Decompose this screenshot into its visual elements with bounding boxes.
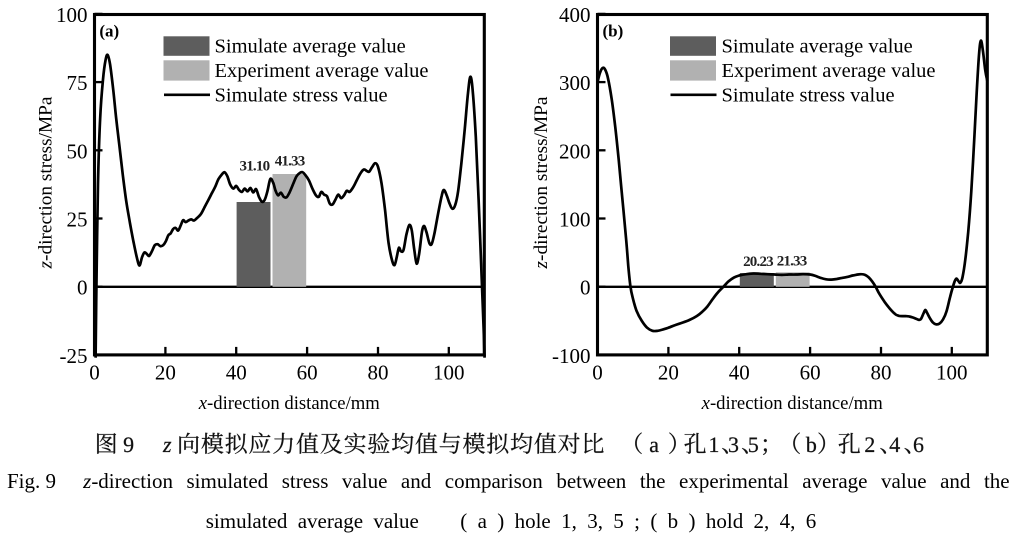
svg-text:100: 100 xyxy=(559,208,591,232)
svg-text:40: 40 xyxy=(729,361,750,385)
svg-text:0: 0 xyxy=(77,276,88,300)
svg-text:Fig. 9 z-direction simulated: Fig. 9 z-direction simulated stress valu… xyxy=(7,469,1010,493)
svg-text:Simulate stress value: Simulate stress value xyxy=(722,85,895,107)
svg-text:(a): (a) xyxy=(99,22,119,41)
svg-text:100: 100 xyxy=(56,3,88,27)
svg-text:Simulate average value: Simulate average value xyxy=(722,36,913,58)
svg-text:60: 60 xyxy=(297,361,318,385)
svg-text:20: 20 xyxy=(658,361,679,385)
svg-text:simulated average value ( a: simulated average value ( a ) hole 1, 3,… xyxy=(206,509,817,533)
svg-text:20.23: 20.23 xyxy=(743,254,773,270)
svg-text:80: 80 xyxy=(368,361,389,385)
svg-text:-25: -25 xyxy=(60,344,88,368)
svg-text:0: 0 xyxy=(592,361,603,385)
svg-text:75: 75 xyxy=(67,71,88,95)
svg-text:100: 100 xyxy=(936,361,968,385)
svg-text:80: 80 xyxy=(871,361,892,385)
svg-text:Experiment average value: Experiment average value xyxy=(722,60,936,82)
svg-text:100: 100 xyxy=(433,361,465,385)
svg-text:x-direction distance/mm: x-direction distance/mm xyxy=(198,393,381,414)
svg-text:-100: -100 xyxy=(552,344,591,368)
svg-text:(b): (b) xyxy=(603,22,624,41)
svg-text:Simulate stress value: Simulate stress value xyxy=(215,85,388,107)
svg-text:x-direction distance/mm: x-direction distance/mm xyxy=(701,393,884,414)
svg-text:60: 60 xyxy=(800,361,821,385)
svg-text:20: 20 xyxy=(155,361,176,385)
svg-text:z-direction stress/MPa: z-direction stress/MPa xyxy=(531,96,552,269)
svg-text:300: 300 xyxy=(559,71,591,95)
svg-text:50: 50 xyxy=(67,139,88,163)
svg-text:Experiment average value: Experiment average value xyxy=(215,60,429,82)
svg-text:31.10: 31.10 xyxy=(240,158,270,174)
svg-text:25: 25 xyxy=(67,208,88,232)
svg-text:40: 40 xyxy=(226,361,247,385)
svg-text:200: 200 xyxy=(559,139,591,163)
svg-text:400: 400 xyxy=(559,3,591,27)
svg-text:Simulate average value: Simulate average value xyxy=(215,36,406,58)
svg-text:41.33: 41.33 xyxy=(275,153,305,169)
svg-text:0: 0 xyxy=(580,276,591,300)
svg-text:0: 0 xyxy=(89,361,100,385)
svg-text:z-direction stress/MPa: z-direction stress/MPa xyxy=(36,96,57,269)
svg-text:21.33: 21.33 xyxy=(777,254,807,270)
